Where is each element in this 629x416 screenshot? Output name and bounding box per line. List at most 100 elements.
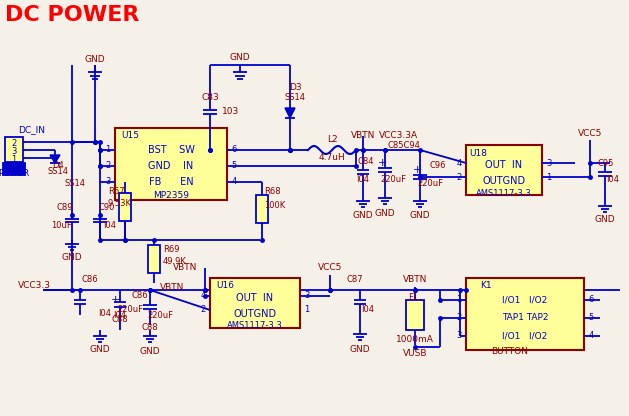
Text: R67: R67 [108, 186, 125, 196]
Text: D3: D3 [289, 82, 301, 92]
Text: 10uF: 10uF [50, 220, 71, 230]
Text: BUTTON: BUTTON [491, 347, 528, 357]
Text: I04: I04 [104, 220, 116, 230]
Bar [5, 137, 23, 162]
Text: DC_IN: DC_IN [18, 126, 45, 134]
Text: I04: I04 [362, 305, 374, 314]
Text: R69: R69 [163, 245, 179, 255]
Text: SS14: SS14 [48, 168, 69, 176]
Text: GND: GND [594, 215, 615, 225]
Bar [119, 193, 131, 221]
Text: 1: 1 [547, 173, 552, 181]
Text: OUTGND: OUTGND [233, 309, 277, 319]
Text: I/O1   I/O2: I/O1 I/O2 [503, 295, 548, 305]
Text: L2: L2 [326, 136, 337, 144]
Text: OUT  IN: OUT IN [486, 160, 523, 170]
Text: 4: 4 [231, 178, 237, 186]
Text: 2: 2 [201, 305, 206, 314]
Text: GND: GND [62, 253, 82, 262]
Text: GND: GND [140, 347, 160, 357]
Polygon shape [285, 108, 295, 118]
Text: 2: 2 [457, 173, 462, 181]
Text: U16: U16 [216, 282, 234, 290]
Text: 220uF: 220uF [380, 176, 406, 185]
Bar [466, 278, 584, 350]
Text: 3: 3 [547, 158, 552, 168]
Bar [148, 245, 160, 273]
Text: OUTGND: OUTGND [482, 176, 526, 186]
Text: 220uF: 220uF [417, 178, 443, 188]
Text: 3: 3 [456, 332, 462, 341]
Text: TAP1 TAP2: TAP1 TAP2 [502, 314, 548, 322]
Text: 6: 6 [231, 146, 237, 154]
Text: 6: 6 [588, 295, 594, 305]
Text: 2: 2 [11, 139, 16, 148]
Text: C85C94: C85C94 [388, 141, 421, 149]
Text: FB      EN: FB EN [148, 177, 193, 187]
Text: I/O1   I/O2: I/O1 I/O2 [503, 332, 548, 341]
Text: SS14: SS14 [284, 92, 306, 102]
Text: 220uF: 220uF [117, 305, 143, 314]
Text: 4: 4 [201, 292, 206, 300]
Text: K1: K1 [480, 282, 492, 290]
Text: MP2359: MP2359 [153, 191, 189, 200]
Text: POWER: POWER [0, 168, 30, 178]
Text: C87: C87 [347, 275, 364, 285]
Text: +: + [110, 295, 120, 305]
Text: C88: C88 [142, 324, 159, 332]
Text: 1: 1 [11, 154, 16, 163]
Text: AMS1117-3.3: AMS1117-3.3 [476, 188, 532, 198]
Text: I04: I04 [606, 176, 620, 185]
Text: 100K: 100K [264, 201, 285, 210]
Text: +: + [413, 165, 421, 175]
Text: R68: R68 [264, 186, 281, 196]
Text: GND: GND [85, 55, 105, 64]
Text: 1: 1 [457, 295, 462, 305]
Bar [256, 195, 268, 223]
Text: +: + [377, 158, 387, 168]
Polygon shape [50, 155, 60, 163]
Text: 2: 2 [106, 161, 111, 171]
Text: 3: 3 [11, 146, 17, 156]
Text: F1: F1 [408, 294, 418, 302]
Text: VBTN: VBTN [173, 263, 197, 272]
Text: 103: 103 [222, 107, 239, 116]
Text: 1000mA: 1000mA [396, 335, 434, 344]
Text: VCC3.3A: VCC3.3A [379, 131, 418, 141]
Text: 3: 3 [304, 292, 309, 300]
Text: I04: I04 [113, 310, 126, 319]
Text: I04: I04 [357, 176, 369, 185]
Bar [115, 128, 227, 200]
Bar [3, 163, 25, 175]
Text: OUT  IN: OUT IN [237, 293, 274, 303]
Text: C84: C84 [358, 158, 374, 166]
Text: U18: U18 [469, 149, 487, 158]
Text: D4: D4 [52, 161, 64, 169]
Text: VCC3.3: VCC3.3 [18, 282, 51, 290]
Text: GND: GND [375, 208, 395, 218]
Text: I04: I04 [99, 310, 111, 319]
Text: VBTN: VBTN [351, 131, 375, 141]
Text: VBTN: VBTN [403, 275, 427, 285]
Text: 4: 4 [457, 158, 462, 168]
Text: GND: GND [90, 346, 110, 354]
Text: 1: 1 [304, 305, 309, 314]
Text: 1: 1 [106, 146, 111, 154]
Bar [210, 278, 300, 328]
Bar [466, 145, 542, 195]
Text: GND    IN: GND IN [148, 161, 194, 171]
Text: 4: 4 [588, 332, 594, 341]
Text: C83: C83 [201, 92, 219, 102]
Text: 2: 2 [457, 314, 462, 322]
Text: VUSB: VUSB [403, 349, 427, 357]
Text: AMS1117-3.3: AMS1117-3.3 [227, 322, 283, 330]
Text: 5: 5 [588, 314, 594, 322]
Text: C90: C90 [99, 203, 115, 211]
Text: C88: C88 [112, 315, 128, 324]
Text: GND: GND [230, 54, 250, 62]
Text: C86: C86 [131, 290, 148, 300]
Text: 220uF: 220uF [147, 310, 173, 319]
Text: C89: C89 [57, 203, 73, 211]
Text: VBTN: VBTN [160, 282, 184, 292]
Text: SS14: SS14 [65, 178, 86, 188]
